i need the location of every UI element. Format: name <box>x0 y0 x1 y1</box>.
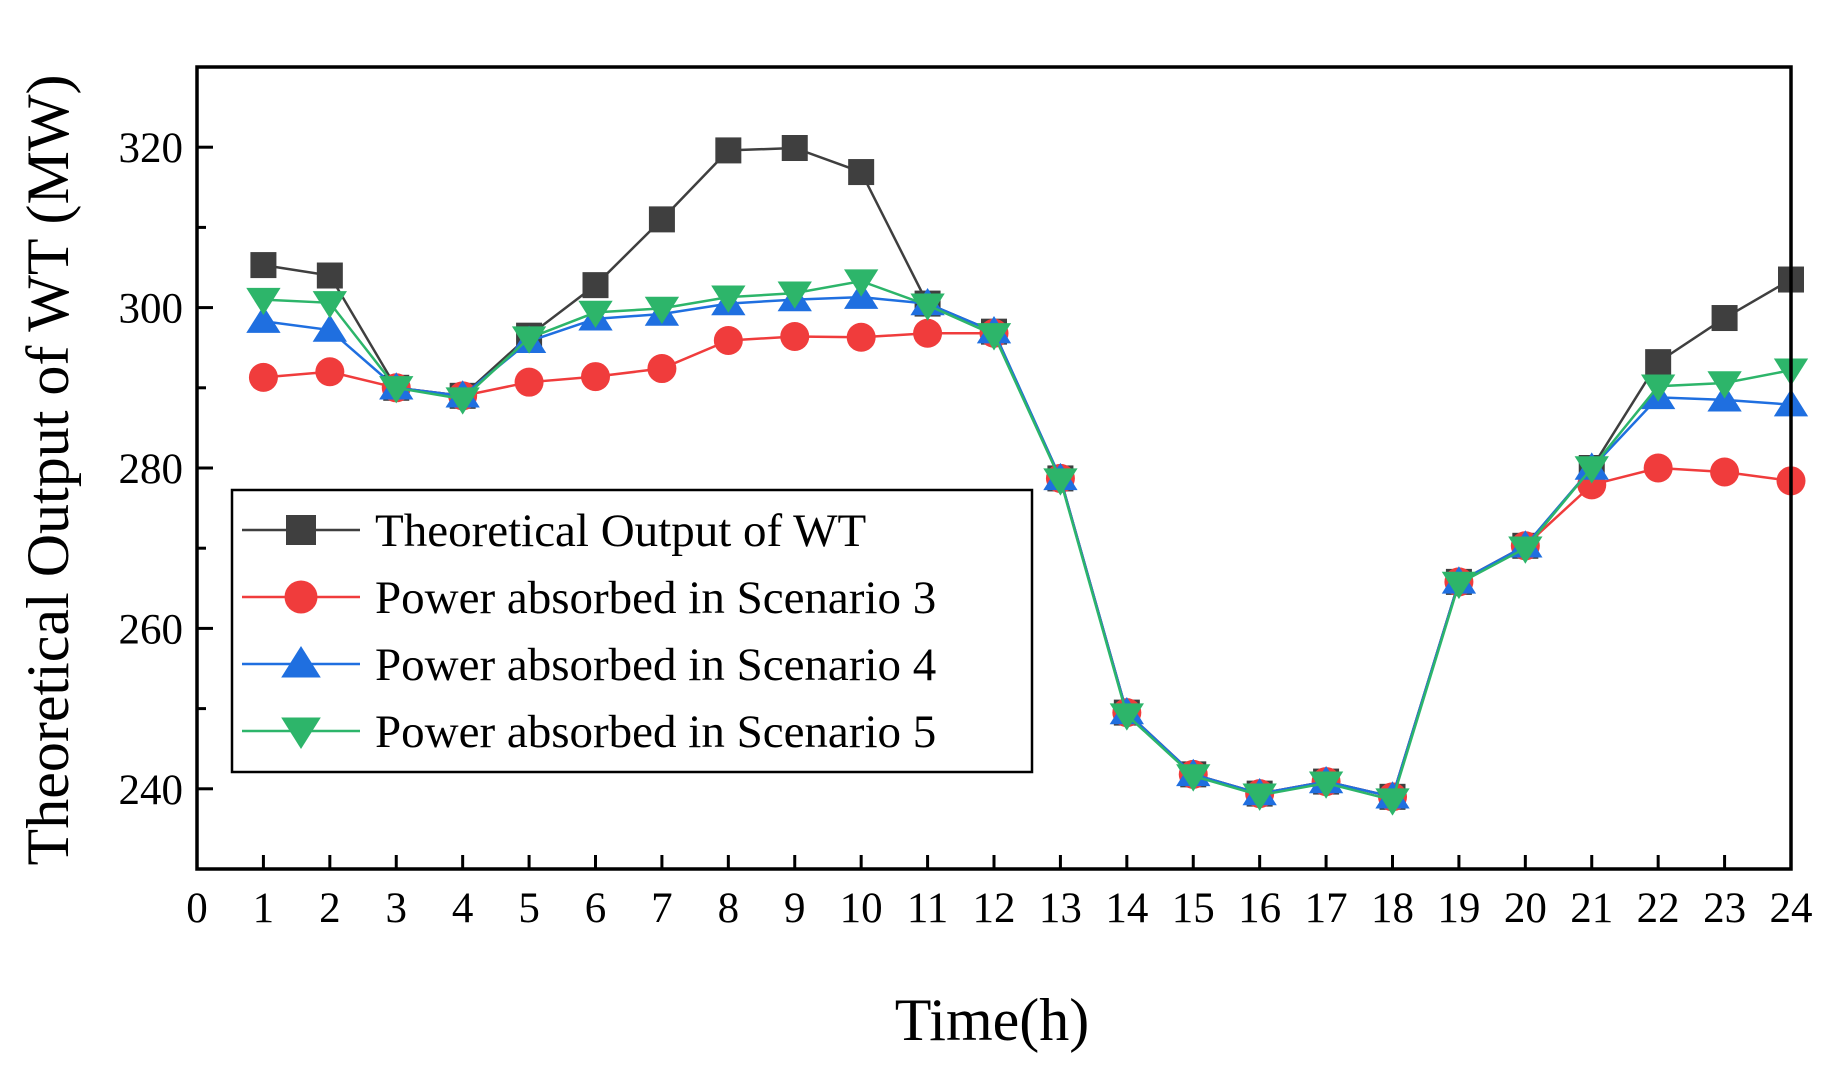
data-point <box>250 252 277 279</box>
data-point <box>379 376 414 404</box>
data-point <box>246 305 281 333</box>
y-tick-label: 240 <box>119 767 184 814</box>
legend-box <box>230 488 1034 774</box>
data-point <box>848 159 875 186</box>
legend-item: Theoretical Output of WT <box>242 505 866 557</box>
data-point <box>1043 468 1078 496</box>
data-point <box>1645 349 1672 376</box>
data-point <box>976 323 1012 351</box>
data-point <box>648 206 675 233</box>
data-point <box>312 314 347 342</box>
x-tick-label: 17 <box>1305 885 1348 932</box>
x-tick-label: 11 <box>907 885 948 932</box>
data-point <box>1574 456 1609 484</box>
x-axis-title: Time(h) <box>895 987 1089 1053</box>
data-point <box>248 362 278 392</box>
x-tick-label: 13 <box>1039 885 1082 932</box>
x-tick-label: 19 <box>1437 885 1480 932</box>
legend-item: Power absorbed in Scenario 4 <box>242 639 936 691</box>
legend: Theoretical Output of WT Power absorbed i… <box>230 488 1034 774</box>
x-tick-label: 2 <box>319 885 341 932</box>
series-layer <box>246 135 1809 816</box>
data-point <box>315 357 345 387</box>
data-point <box>1109 703 1144 731</box>
legend-marker <box>281 646 321 678</box>
data-point <box>1308 771 1344 799</box>
data-point <box>713 325 743 355</box>
x-tick-label: 5 <box>518 885 540 932</box>
data-point <box>780 321 810 351</box>
data-point <box>312 291 347 319</box>
data-point <box>514 367 544 397</box>
legend-marker <box>281 717 321 749</box>
x-tick-label: 4 <box>452 885 474 932</box>
data-point <box>581 362 610 392</box>
data-point <box>316 262 343 289</box>
data-point <box>846 322 876 352</box>
data-point <box>1641 374 1676 402</box>
data-point <box>1176 764 1211 792</box>
x-tick-label: 8 <box>718 885 740 932</box>
data-point <box>445 387 480 415</box>
y-tick-label: 280 <box>119 446 184 493</box>
x-tick-label: 10 <box>840 885 883 932</box>
data-point <box>511 326 547 354</box>
legend-marker <box>284 580 318 614</box>
data-point <box>715 137 742 164</box>
legend-label: Power absorbed in Scenario 3 <box>375 572 936 624</box>
legend-label: Power absorbed in Scenario 5 <box>375 706 936 758</box>
x-tick-label: 15 <box>1172 885 1215 932</box>
legend-item: Power absorbed in Scenario 5 <box>242 706 936 758</box>
x-tick-label: 14 <box>1105 885 1148 932</box>
series-line <box>263 279 1792 802</box>
legend-item: Power absorbed in Scenario 3 <box>242 572 936 624</box>
y-tick-label: 320 <box>119 125 184 172</box>
legend-label: Theoretical Output of WT <box>375 505 866 557</box>
data-point <box>777 281 812 309</box>
x-tick-label: 21 <box>1570 885 1613 932</box>
data-point <box>1375 788 1410 816</box>
x-tick-label: 7 <box>651 885 673 932</box>
data-point <box>1643 453 1673 483</box>
x-tick-label: 24 <box>1770 885 1813 932</box>
data-point <box>644 296 680 325</box>
axes-layer: 0 1 2 3 4 5 6 7 8 9 10 11 12 13 14 15 16 17 18 19 20 21 22 23 24… <box>119 125 1813 932</box>
x-tick-label: 22 <box>1637 885 1680 932</box>
data-point <box>1710 457 1740 487</box>
data-point <box>910 293 945 321</box>
data-point <box>1441 571 1477 600</box>
data-point <box>1707 371 1742 399</box>
data-point <box>844 269 879 297</box>
data-point <box>711 285 746 313</box>
y-tick-label: 260 <box>119 606 184 653</box>
x-tick-label: 18 <box>1371 885 1414 932</box>
data-point <box>781 135 808 162</box>
legend-marker <box>286 515 316 545</box>
x-tick-label: 1 <box>253 885 275 932</box>
legend-label: Power absorbed in Scenario 4 <box>375 639 936 691</box>
x-tick-label: 12 <box>973 885 1016 932</box>
data-point <box>1508 536 1543 564</box>
x-tick-label: 23 <box>1703 885 1746 932</box>
data-point <box>582 272 609 299</box>
data-point <box>647 354 677 384</box>
x-tick-label: 3 <box>386 885 408 932</box>
data-point <box>246 287 281 316</box>
x-tick-label: 0 <box>186 885 208 932</box>
data-point <box>1242 783 1277 811</box>
y-axis-title: Theoretical Output of WT (MW) <box>15 75 81 866</box>
x-tick-label: 20 <box>1504 885 1547 932</box>
data-point <box>913 318 943 348</box>
y-tick-label: 300 <box>119 286 184 333</box>
x-tick-label: 16 <box>1238 885 1281 932</box>
data-point <box>578 300 613 329</box>
data-point <box>1711 305 1738 332</box>
x-tick-label: 6 <box>585 885 607 932</box>
x-tick-label: 9 <box>784 885 806 932</box>
